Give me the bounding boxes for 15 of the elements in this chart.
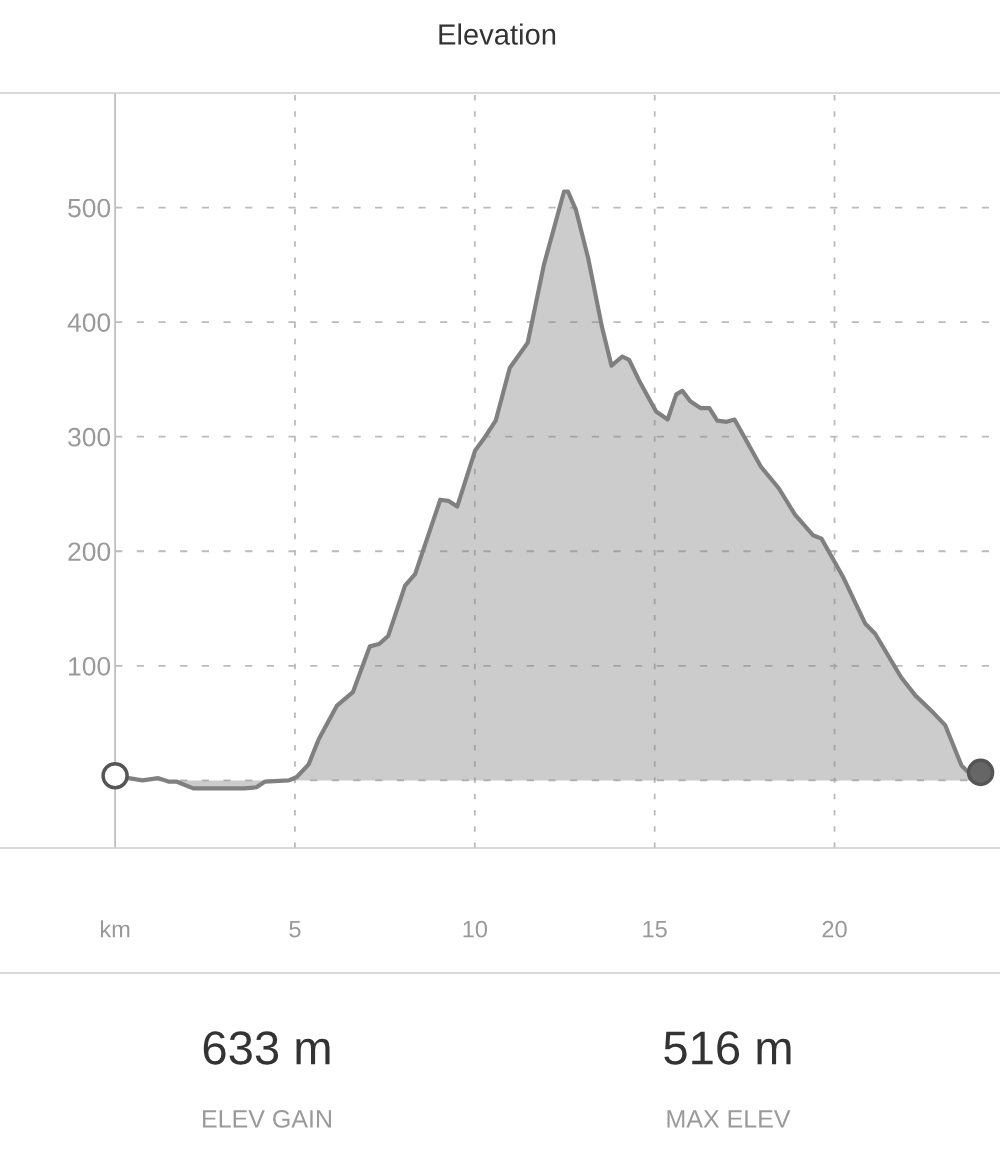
text: ELEV GAIN bbox=[203, 1110, 331, 1128]
y-tick-label: 200 bbox=[68, 542, 111, 562]
x-tick-label: km bbox=[100, 920, 130, 938]
x-tick-label: 10 bbox=[463, 920, 488, 938]
text: 633 m bbox=[203, 1031, 330, 1065]
y-tick-label: 300 bbox=[68, 427, 111, 447]
text: MAX ELEV bbox=[667, 1110, 791, 1128]
y-tick-label: 500 bbox=[68, 198, 111, 218]
x-tick-label: 15 bbox=[643, 921, 667, 938]
text: 516 m bbox=[664, 1031, 791, 1065]
y-tick-label: 100 bbox=[69, 656, 111, 676]
x-tick-label: 20 bbox=[822, 920, 847, 938]
y-tick-label: 400 bbox=[67, 313, 111, 332]
x-tick-label: 5 bbox=[289, 921, 301, 938]
chart-title: Elevation bbox=[439, 23, 556, 45]
